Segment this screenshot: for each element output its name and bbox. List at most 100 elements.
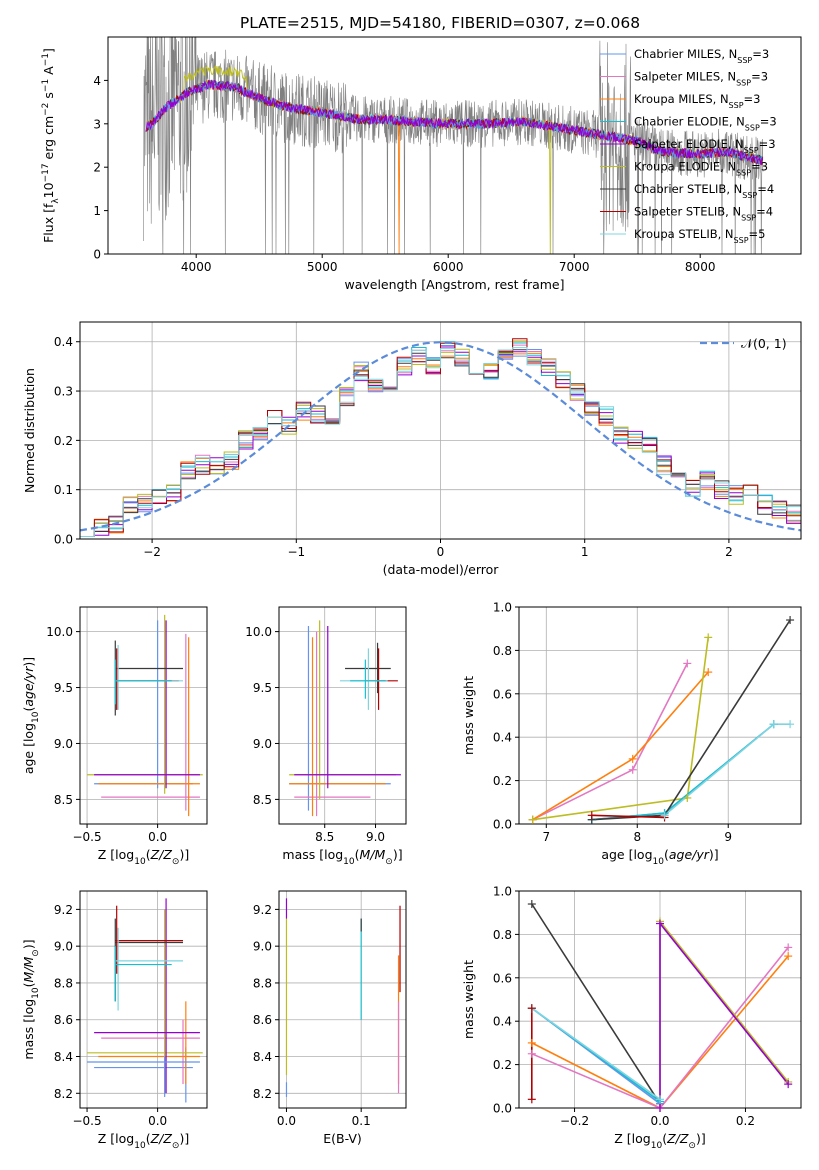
legend-entry: Chabrier ELODIE, NSSP=3 xyxy=(634,115,777,133)
marker xyxy=(527,1004,536,1013)
y-tick-label: 9.2 xyxy=(54,903,73,917)
y-tick-label: 0.2 xyxy=(493,774,512,788)
y-tick-label: 8.4 xyxy=(253,1050,272,1064)
y-tick-label: 8.5 xyxy=(54,793,73,807)
axes-frame xyxy=(79,890,208,1109)
weight-line-6 xyxy=(531,903,661,1105)
marker xyxy=(656,1104,664,1112)
axes-frame xyxy=(278,890,407,1109)
x-axis-label: wavelength [Angstrom, rest frame] xyxy=(344,277,564,292)
y-tick-label: 1.0 xyxy=(493,885,512,899)
legend-entry: Salpeter ELODIE, NSSP=3 xyxy=(634,137,776,155)
marker xyxy=(784,1080,793,1089)
y-tick-label: 0.1 xyxy=(54,483,73,497)
observed-spectrum xyxy=(143,37,764,254)
x-tick-label: 0.0 xyxy=(277,1114,296,1128)
x-tick-label: 1 xyxy=(581,545,589,559)
y-tick-label: 0.2 xyxy=(493,1058,512,1072)
y-tick-label: 3 xyxy=(93,117,101,131)
weight-line-4 xyxy=(659,921,789,1108)
panel-massweight-vs-Z: −0.2 0.0 0.2 0.0 0.2 0.4 0.6 0.8 1.0 Z [log10(Z/Z… xyxy=(461,885,802,1151)
panel-spectrum: 4000 5000 6000 7000 8000 0 1 2 3 4 wavelength [Ang… xyxy=(41,36,802,292)
marker xyxy=(656,1095,664,1104)
x-tick-label: 8 xyxy=(633,830,641,844)
marker xyxy=(527,1095,536,1104)
weight-line-1 xyxy=(531,946,789,1108)
y-tick-label: 9.0 xyxy=(54,940,73,954)
y-tick-label: 0.6 xyxy=(493,971,512,985)
x-tick-label: 6000 xyxy=(433,260,464,274)
axes-frame xyxy=(79,606,208,825)
x-tick-label: 4000 xyxy=(181,260,212,274)
marker xyxy=(784,952,793,961)
y-tick-label: 4 xyxy=(93,74,101,88)
model-spectrum-4 xyxy=(145,79,764,165)
y-tick-label: 8.2 xyxy=(253,1087,272,1101)
x-axis-label: E(B-V) xyxy=(323,1131,362,1146)
y-tick-label: 1.0 xyxy=(493,601,512,615)
y-tick-label: 0.4 xyxy=(54,335,73,349)
y-tick-label: 9.0 xyxy=(253,940,272,954)
x-tick-label: 0 xyxy=(437,545,445,559)
plot-area xyxy=(285,898,401,1097)
marker xyxy=(528,815,537,824)
y-tick-label: 10.0 xyxy=(46,625,73,639)
y-tick-label: 0.6 xyxy=(493,687,512,701)
panel-massweight-vs-age: 7 8 9 0.0 0.2 0.4 0.6 0.8 1.0 age [log10(age/yr)]… xyxy=(461,601,802,867)
marker xyxy=(628,754,637,763)
plot-area xyxy=(289,620,401,817)
x-tick-label: 2 xyxy=(725,545,733,559)
weight-line-1 xyxy=(532,663,689,821)
y-tick-label: 9.5 xyxy=(253,681,272,695)
x-tick-label: 0.0 xyxy=(148,830,167,844)
y-tick-label: 0 xyxy=(93,248,101,262)
marker xyxy=(660,811,669,820)
y-axis-label: mass weight xyxy=(461,676,476,755)
y-tick-label: 8.6 xyxy=(54,1013,73,1027)
weight-line-2 xyxy=(531,955,789,1108)
weight-line-0 xyxy=(591,723,775,821)
y-tick-label: 9.5 xyxy=(54,681,73,695)
y-tick-label: 10.0 xyxy=(245,625,272,639)
legend-entry: Chabrier STELIB, NSSP=4 xyxy=(634,182,774,200)
x-tick-label: −1 xyxy=(287,545,305,559)
x-axis-label: age [log10(age/yr)] xyxy=(601,847,718,867)
y-axis-label: mass [log10(M/M⊙)] xyxy=(21,939,41,1059)
weight-line-5 xyxy=(532,637,709,821)
y-tick-label: 0.0 xyxy=(493,818,512,832)
y-tick-label: 8.4 xyxy=(54,1050,73,1064)
panel-residuals: −2 −1 0 1 2 0.0 0.1 0.2 0.3 0.4 (data-model)/error… xyxy=(22,321,802,577)
marker xyxy=(683,793,692,802)
legend-entry: Salpeter STELIB, NSSP=4 xyxy=(634,205,773,223)
x-tick-label: 7 xyxy=(542,830,550,844)
y-tick-label: 8.8 xyxy=(54,976,73,990)
legend-entry: 𝒩(0, 1) xyxy=(741,336,787,351)
x-tick-label: 0.2 xyxy=(736,1114,755,1128)
marker xyxy=(683,659,692,668)
legend-entry: Kroupa STELIB, NSSP=5 xyxy=(634,227,765,245)
x-tick-label: −0.5 xyxy=(72,830,101,844)
panel-age-vs-Z: −0.5 0.0 8.5 9.0 9.5 10.0 Z [log10(Z/Z⊙)] age [… xyxy=(21,606,208,867)
x-axis-label: Z [log10(Z/Z⊙)] xyxy=(98,1131,189,1151)
histogram-step-8 xyxy=(80,347,801,537)
weight-line-6 xyxy=(591,619,791,821)
y-tick-label: 8.8 xyxy=(253,976,272,990)
legend-entry: Kroupa MILES, NSSP=3 xyxy=(634,92,760,110)
x-tick-label: 0.0 xyxy=(148,1114,167,1128)
x-tick-label: 9 xyxy=(724,830,732,844)
marker xyxy=(769,720,778,729)
y-tick-label: 0.4 xyxy=(493,731,512,745)
x-axis-label: mass [log10(M/M⊙)] xyxy=(282,847,402,867)
weight-line-8 xyxy=(531,1007,661,1100)
x-tick-label: 5000 xyxy=(307,260,338,274)
plot-area xyxy=(80,338,801,537)
marker xyxy=(628,765,637,774)
y-tick-label: 9.0 xyxy=(54,737,73,751)
y-tick-label: 9.0 xyxy=(253,737,272,751)
x-tick-label: −0.5 xyxy=(72,1114,101,1128)
legend-entry: Chabrier MILES, NSSP=3 xyxy=(634,47,769,65)
panel-age-vs-mass: 8.5 9.0 8.5 9.0 9.5 10.0 mass [log10(M/M⊙)] xyxy=(245,606,407,867)
plot-area xyxy=(87,898,203,1103)
marker xyxy=(587,811,596,820)
